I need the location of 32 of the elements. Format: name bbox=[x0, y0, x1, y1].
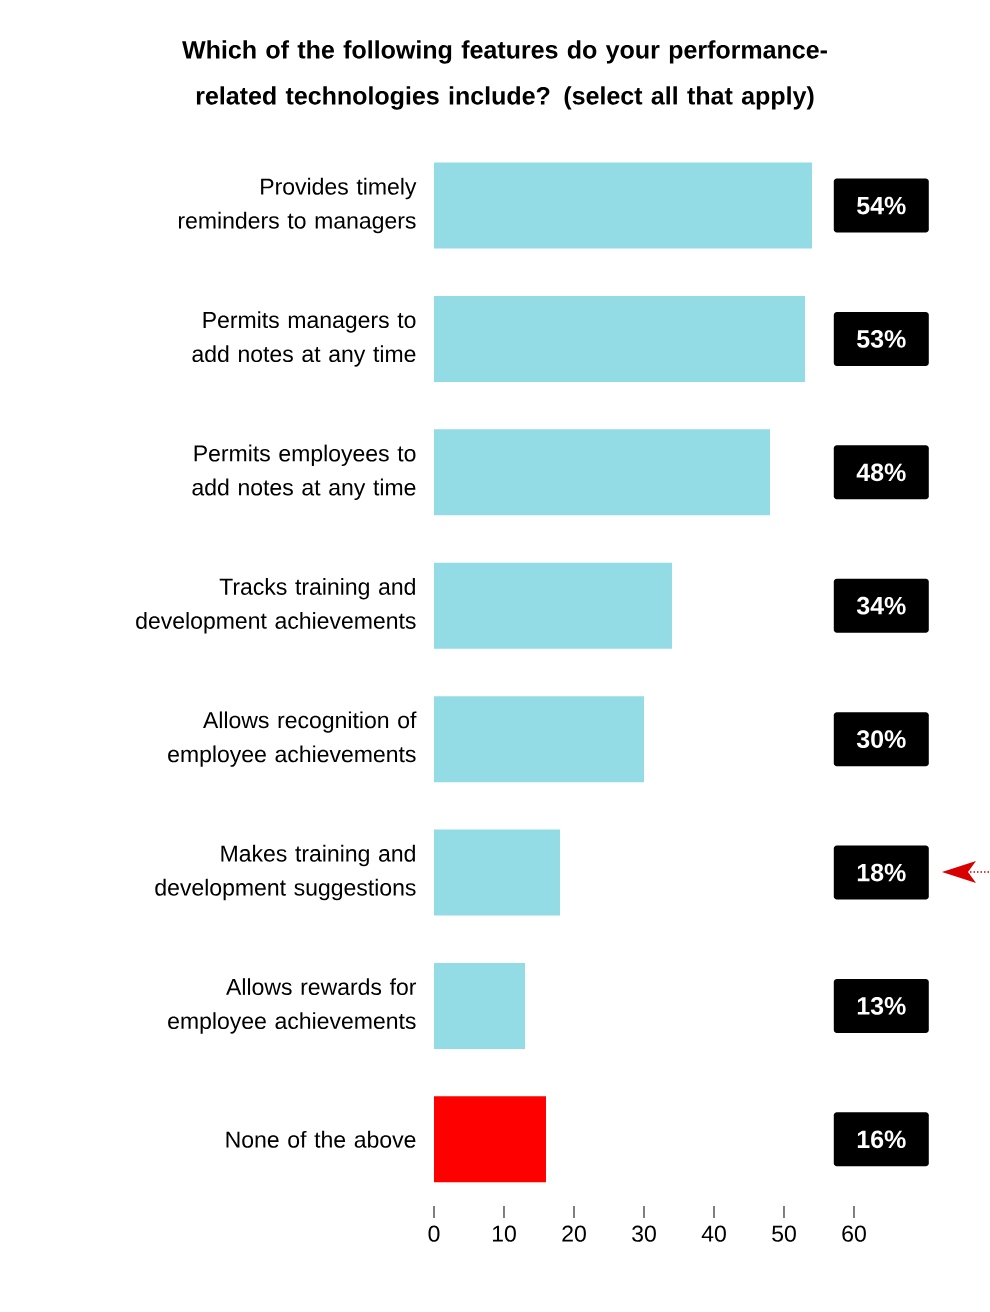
x-tick-label: 0 bbox=[428, 1225, 440, 1242]
bar bbox=[434, 295, 806, 382]
x-tick-label: 10 bbox=[493, 1225, 517, 1242]
x-tick-label: 50 bbox=[772, 1225, 797, 1242]
data-label: 48% bbox=[856, 463, 906, 482]
bar bbox=[434, 162, 813, 249]
chart-title: Which of the following features do your performance-related technologies include? (select all that apply) bbox=[182, 40, 828, 110]
data-label: 53% bbox=[857, 330, 906, 348]
x-tick-label: 30 bbox=[632, 1225, 657, 1242]
data-label: 18% bbox=[857, 863, 906, 882]
y-tick-label: Provides timely reminders to managers bbox=[179, 177, 417, 234]
x-tick-label: 60 bbox=[842, 1225, 867, 1242]
y-tick-label: Permits managers to add notes at any time bbox=[192, 311, 416, 367]
data-label: 30% bbox=[856, 730, 906, 748]
y-tick-label: Allows recognition of employee achievements bbox=[168, 711, 417, 767]
y-tick-label: Tracks training and development achievements bbox=[136, 578, 416, 634]
y-tick-label: Allows rewards for employee achievements bbox=[168, 978, 417, 1034]
x-tick-label: 40 bbox=[701, 1225, 727, 1242]
y-tick-label: Permits employees to add notes at any time bbox=[192, 444, 416, 501]
data-label: 16% bbox=[857, 1130, 906, 1149]
y-tick-label: Makes training and development suggestions bbox=[155, 844, 416, 901]
data-label: 54% bbox=[857, 196, 906, 215]
bar bbox=[434, 829, 561, 916]
x-tick-label: 20 bbox=[562, 1225, 587, 1242]
bar bbox=[434, 429, 771, 516]
bar bbox=[434, 1096, 547, 1183]
bar bbox=[434, 696, 645, 783]
data-label: 34% bbox=[856, 596, 906, 615]
y-tick-label: None of the above bbox=[226, 1130, 416, 1148]
bar bbox=[434, 962, 526, 1049]
data-label: 13% bbox=[857, 997, 906, 1015]
bar bbox=[434, 562, 673, 649]
